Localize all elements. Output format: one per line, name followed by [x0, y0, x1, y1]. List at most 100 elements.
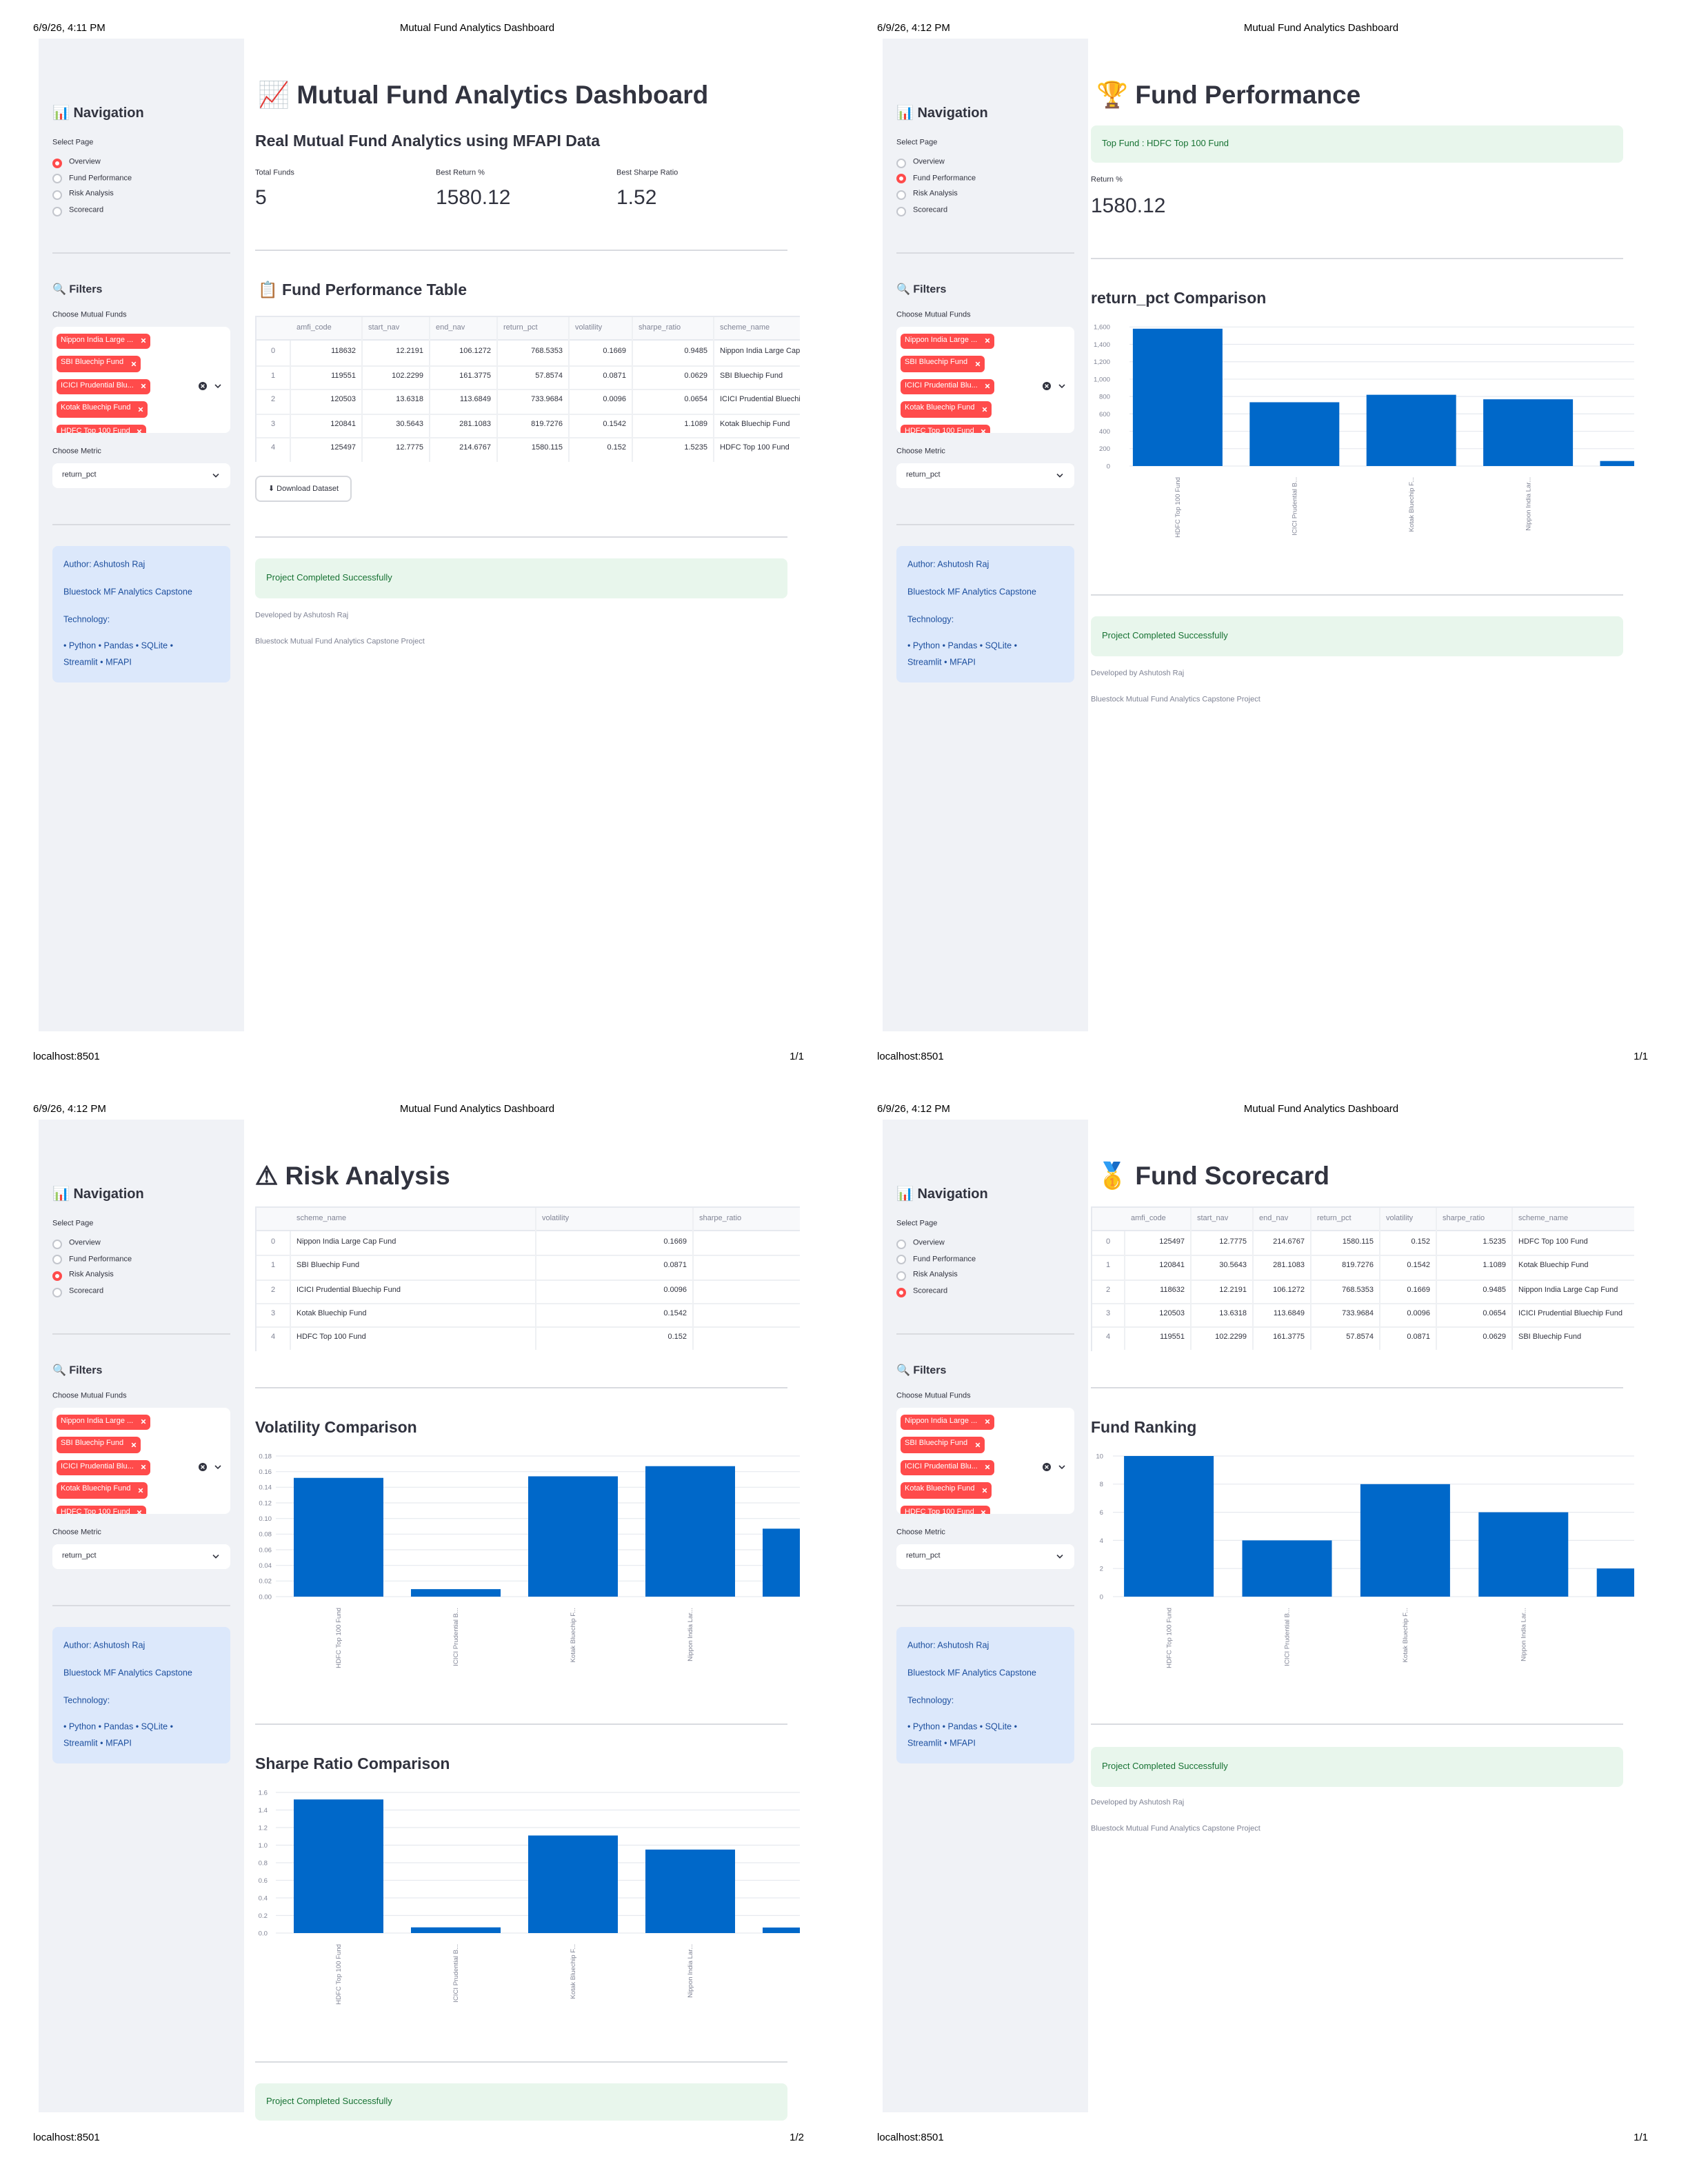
chevron-icon [1058, 1465, 1065, 1470]
table-cell: 0.1669 [1380, 1279, 1437, 1303]
info-text: Author: Ashutosh Raj [907, 560, 989, 570]
tag-remove-icon [984, 1419, 989, 1424]
tag-label: Nippon India Large ... [61, 336, 134, 344]
print-datetime: 6/9/26, 4:11 PM [33, 21, 106, 34]
selected-tag[interactable]: HDFC Top 100 Fund [901, 424, 991, 433]
metric-label: Best Sharpe Ratio [616, 169, 679, 178]
selected-tag[interactable]: HDFC Top 100 Fund [57, 1505, 147, 1514]
chevron-icon [1056, 1555, 1063, 1559]
field-label: Choose Mutual Funds [52, 311, 127, 320]
selected-tag[interactable]: ICICI Prudential Blu... [57, 378, 150, 394]
row-index: 1 [1092, 1255, 1125, 1280]
download-button[interactable]: ⬇ Download Dataset [255, 476, 352, 502]
info-text: Author: Ashutosh Raj [63, 1641, 145, 1651]
radio-button[interactable] [896, 206, 906, 216]
column-header: scheme_name [714, 317, 800, 341]
tag-remove-icon [130, 1442, 136, 1447]
bar [763, 1528, 800, 1597]
radio-button[interactable] [52, 1271, 62, 1281]
selected-tag[interactable]: ICICI Prudential Blu... [901, 378, 994, 394]
column-header: volatility [536, 1208, 694, 1231]
radio-button[interactable] [896, 190, 906, 200]
select-box[interactable]: return_pct [52, 1544, 230, 1569]
info-text: Bluestock MF Analytics Capstone [907, 587, 1036, 598]
radio-button[interactable] [52, 190, 62, 200]
x-tick-label: Nippon India Lar... [687, 1944, 694, 1998]
selected-tag[interactable]: Kotak Bluechip Fund [901, 401, 992, 417]
bar [528, 1835, 618, 1933]
row-index: 0 [1092, 1231, 1125, 1255]
sidebar-heading: 📊 Navigation [52, 106, 144, 121]
tag-remove-icon [982, 407, 987, 412]
select-box[interactable]: return_pct [896, 463, 1074, 488]
divider [1091, 1387, 1623, 1388]
selected-tag[interactable]: Nippon India Large ... [57, 333, 150, 349]
print-url: localhost:8501 [33, 1050, 100, 1062]
divider [1091, 594, 1623, 596]
selected-tag[interactable]: Kotak Bluechip Fund [57, 1482, 148, 1498]
radio-button[interactable] [52, 158, 62, 168]
selected-tag[interactable]: Nippon India Large ... [901, 1414, 994, 1430]
selected-tag[interactable]: Nippon India Large ... [901, 333, 994, 349]
tag-remove-icon [130, 1442, 136, 1447]
radio-button[interactable] [896, 158, 906, 168]
selected-tag[interactable]: SBI Bluechip Fund [901, 1437, 985, 1453]
table-cell: 161.3775 [1254, 1326, 1312, 1351]
success-box [1091, 1747, 1623, 1787]
select-box[interactable]: return_pct [896, 1544, 1074, 1569]
selected-tag[interactable]: SBI Bluechip Fund [57, 356, 141, 372]
print-datetime: 6/9/26, 4:12 PM [877, 21, 950, 34]
radio-button[interactable] [52, 1239, 62, 1248]
y-tick-label: 8 [1100, 1481, 1103, 1488]
chevron-icon [214, 1465, 221, 1470]
tag-label: HDFC Top 100 Fund [905, 1508, 974, 1514]
info-box [896, 1627, 1074, 1763]
selected-tag[interactable]: HDFC Top 100 Fund [57, 424, 147, 433]
tag-remove-icon [974, 361, 980, 366]
radio-button[interactable] [896, 1255, 906, 1265]
radio-button[interactable] [52, 1255, 62, 1265]
y-tick-label: 0.00 [259, 1593, 272, 1601]
y-tick-label: 6 [1100, 1509, 1103, 1517]
table-header-row [257, 1208, 800, 1231]
y-tick-label: 0.14 [259, 1484, 272, 1492]
info-text: Technology: [907, 615, 954, 625]
table-cell: 1.1089 [633, 413, 714, 437]
y-tick-label: 0.6 [259, 1877, 268, 1885]
radio-button[interactable] [52, 206, 62, 216]
sidebar-heading: 📊 Navigation [896, 1187, 988, 1202]
data-table: amfi_code start_nav end_nav return_pct volat… [255, 316, 800, 461]
select-box[interactable]: return_pct [52, 463, 230, 488]
column-header: start_nav [363, 317, 430, 341]
radio-button[interactable] [896, 1239, 906, 1248]
selected-tag[interactable]: HDFC Top 100 Fund [901, 1505, 991, 1514]
radio-button[interactable] [896, 1287, 906, 1297]
selected-tag[interactable]: SBI Bluechip Fund [57, 1437, 141, 1453]
tag-remove-icon [140, 338, 145, 343]
y-tick-label: 600 [1099, 411, 1110, 418]
radio-button[interactable] [52, 174, 62, 184]
selected-tag[interactable]: Kotak Bluechip Fund [901, 1482, 992, 1498]
tag-remove-icon [138, 407, 143, 412]
page-title: 🏆 Fund Performance [1096, 79, 1361, 109]
tag-remove-icon [984, 338, 989, 343]
success-text: Project Completed Successfully [1102, 631, 1228, 641]
table-cell: HDFC Top 100 Fund [291, 1326, 536, 1351]
printed-page: 6/9/26, 4:12 PM Mutual Fund Analytics Das… [0, 1081, 844, 2162]
chevron-icon [212, 1555, 219, 1559]
selected-tag[interactable]: Nippon India Large ... [57, 1414, 150, 1430]
selected-tag[interactable]: SBI Bluechip Fund [901, 356, 985, 372]
radio-button[interactable] [896, 1271, 906, 1281]
selected-tag[interactable]: Kotak Bluechip Fund [57, 401, 148, 417]
tag-remove-icon [985, 1465, 990, 1470]
info-text: Author: Ashutosh Raj [63, 560, 145, 570]
selected-tag[interactable]: ICICI Prudential Blu... [57, 1459, 150, 1475]
credit-text: Bluestock Mutual Fund Analytics Capstone… [255, 638, 425, 647]
tag-remove-icon [140, 338, 145, 343]
table-cell: 1.1089 [1437, 1255, 1513, 1280]
radio-button[interactable] [896, 174, 906, 184]
selected-tag[interactable]: ICICI Prudential Blu... [901, 1459, 994, 1475]
bar [645, 1849, 735, 1933]
radio-button[interactable] [52, 1287, 62, 1297]
